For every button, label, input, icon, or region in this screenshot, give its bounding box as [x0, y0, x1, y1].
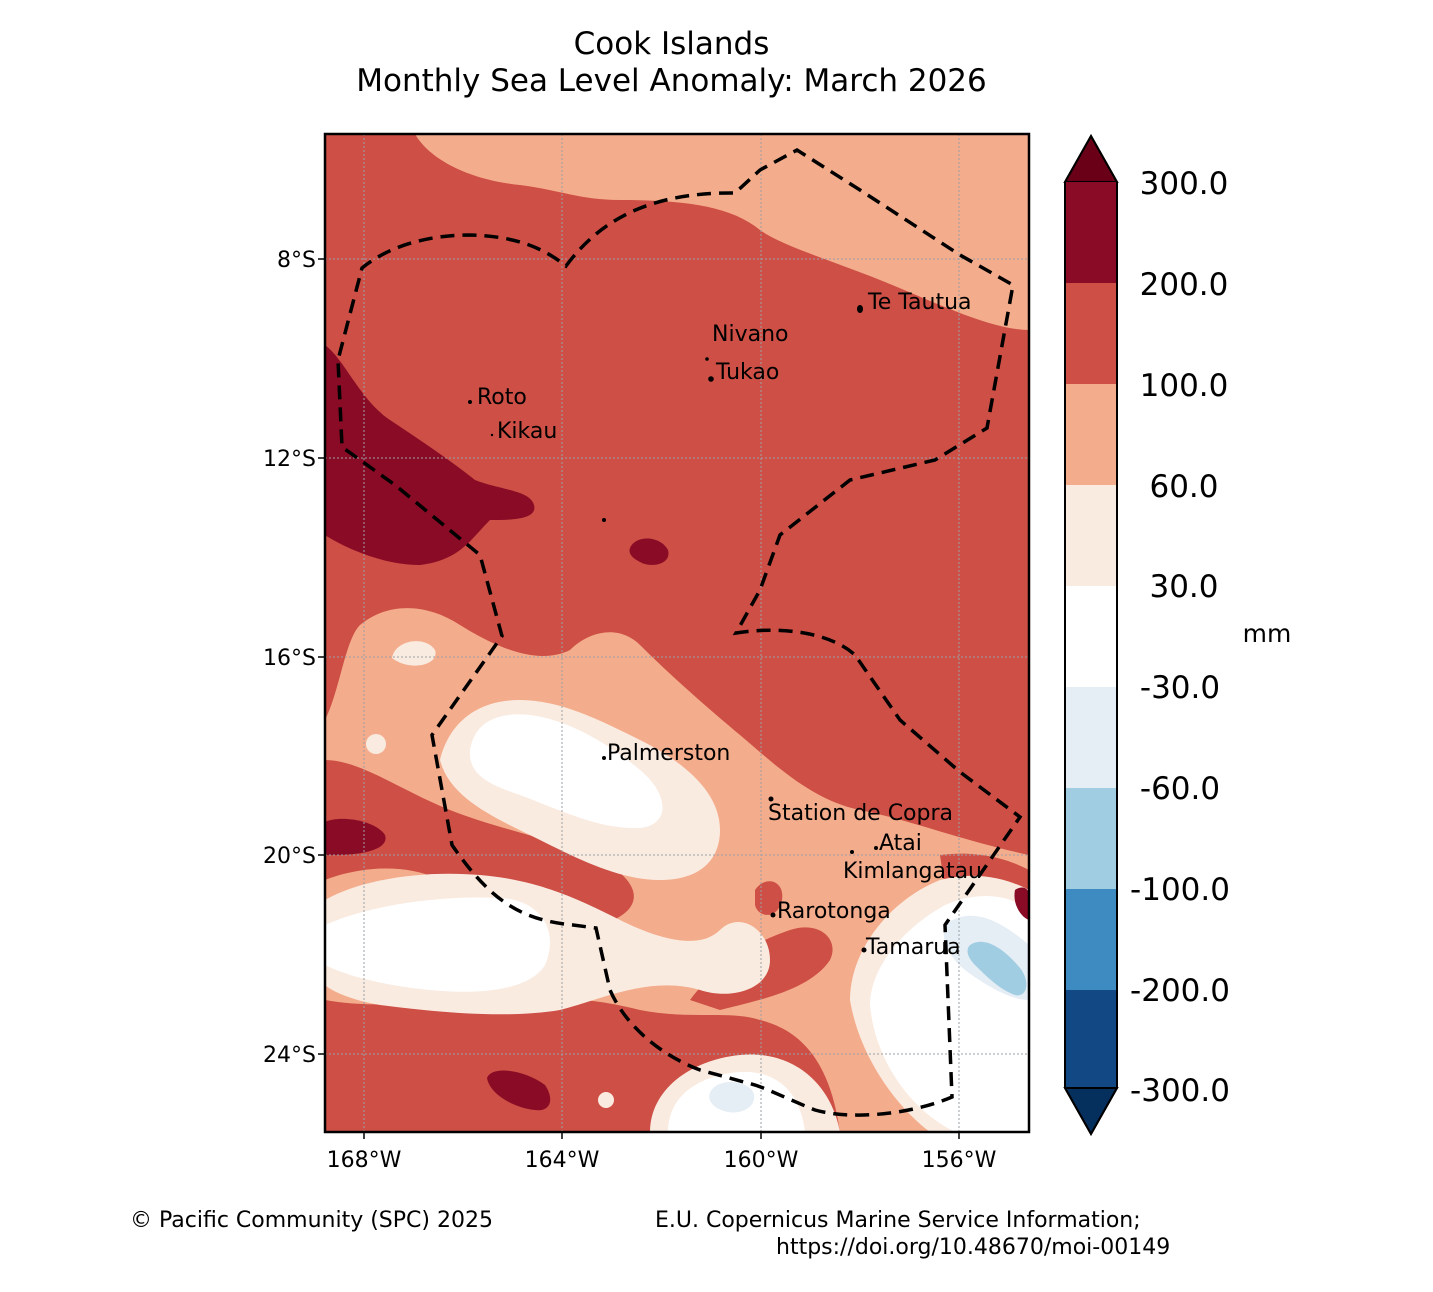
colorbar-extend-min [1063, 1087, 1119, 1137]
colorbar-band-neutral [1065, 586, 1117, 687]
axis-ticks [318, 258, 960, 1139]
place-label-tamarua: Tamarua [865, 935, 961, 960]
colorbar-label: 300.0 [1140, 166, 1229, 202]
anomaly-band-200-300 [487, 1070, 551, 1111]
place-label-tukao: Tukao [715, 360, 779, 385]
anomaly-band-30-60 [392, 641, 436, 666]
island-markers [468, 305, 878, 953]
island-marker [874, 846, 878, 850]
anomaly-band-neutral [325, 897, 550, 992]
colorbar-unit: mm [1243, 619, 1292, 648]
lat-tick-label: 12°S [263, 447, 316, 472]
colorbar-label: 60.0 [1149, 469, 1218, 505]
anomaly-band-200-300 [1014, 887, 1029, 920]
colorbar-label: 200.0 [1140, 267, 1229, 303]
anomaly-band-100-200 [560, 1034, 606, 1066]
lat-tick-label: 20°S [263, 844, 316, 869]
lat-tick-label: 24°S [263, 1043, 316, 1068]
place-label-station-de-copra: Station de Copra [768, 801, 953, 826]
anomaly-band-neutral [469, 714, 663, 829]
colorbar-label: -30.0 [1140, 670, 1220, 706]
place-label-kikau: Kikau [497, 419, 557, 444]
anomaly-field: Te Tautua Nivano Tukao Roto Kikau Palmer… [325, 134, 1029, 1132]
island-marker [602, 756, 606, 760]
colorbar-outline [1064, 133, 1118, 1137]
lat-tick-label: 16°S [263, 646, 316, 671]
island-marker [468, 400, 472, 404]
colorbar-label: -300.0 [1130, 1073, 1230, 1109]
colorbar-label: -60.0 [1140, 771, 1220, 807]
place-label-nivano: Nivano [712, 322, 788, 347]
lat-tick-label: 8°S [277, 248, 316, 273]
colorbar-extend-max [1063, 133, 1119, 183]
anomaly-band-100-200 [325, 760, 634, 929]
map-frame [323, 132, 1031, 1134]
place-label-roto: Roto [477, 385, 527, 410]
lon-tick-label: 164°W [525, 1148, 600, 1173]
graticule [325, 134, 1029, 1132]
island-marker [861, 947, 867, 953]
colorbar-band-negative-60-100 [1065, 788, 1117, 889]
copyright-notice: © Pacific Community (SPC) 2025 [130, 1208, 493, 1233]
anomaly-band-200-300 [629, 538, 669, 565]
colorbar-band-negative-200-300 [1065, 990, 1117, 1088]
colorbar-band-30-60 [1065, 485, 1117, 586]
island-marker [770, 912, 776, 918]
data-source-doi: https://doi.org/10.48670/moi-00149 [776, 1235, 1171, 1260]
colorbar-label: -200.0 [1130, 973, 1230, 1009]
colorbar-label: 100.0 [1140, 368, 1229, 404]
map-subtitle: Monthly Sea Level Anomaly: March 2026 [356, 63, 987, 99]
island-marker [850, 850, 854, 854]
map-title: Cook Islands [573, 26, 770, 62]
colorbar [1063, 133, 1119, 1137]
lon-tick-label: 156°W [922, 1148, 997, 1173]
place-label-palmerston: Palmerston [607, 741, 730, 766]
place-label-atai: Atai [879, 831, 922, 856]
place-label-rarotonga: Rarotonga [777, 899, 891, 924]
anomaly-band-200-300 [325, 818, 386, 856]
anomaly-band-negative-30-60 [709, 1082, 755, 1113]
lon-tick-label: 160°W [724, 1148, 799, 1173]
anomaly-band-60-100 [415, 134, 1029, 330]
island-marker [708, 376, 714, 382]
lon-tick-label: 168°W [327, 1148, 402, 1173]
colorbar-band-negative-100-200 [1065, 889, 1117, 990]
colorbar-band-negative-30-60 [1065, 687, 1117, 788]
colorbar-band-60-100 [1065, 384, 1117, 485]
place-label-te-tautua: Te Tautua [867, 290, 972, 315]
island-marker [602, 518, 606, 522]
anomaly-band-100-200 [755, 881, 783, 915]
island-marker [768, 796, 774, 802]
colorbar-label: -100.0 [1130, 872, 1230, 908]
island-marker [857, 305, 863, 313]
colorbar-band-200-300 [1065, 182, 1117, 283]
eez-boundary [336, 147, 1023, 1117]
colorbar-label: 30.0 [1149, 569, 1218, 605]
anomaly-band-negative-60-100 [967, 941, 1027, 996]
island-marker [490, 433, 494, 437]
place-label-kimlangatau: Kimlangatau [843, 859, 982, 884]
anomaly-band-200-300 [325, 345, 535, 565]
island-marker [705, 357, 709, 361]
data-source: E.U. Copernicus Marine Service Informati… [655, 1208, 1141, 1233]
colorbar-band-100-200 [1065, 283, 1117, 384]
